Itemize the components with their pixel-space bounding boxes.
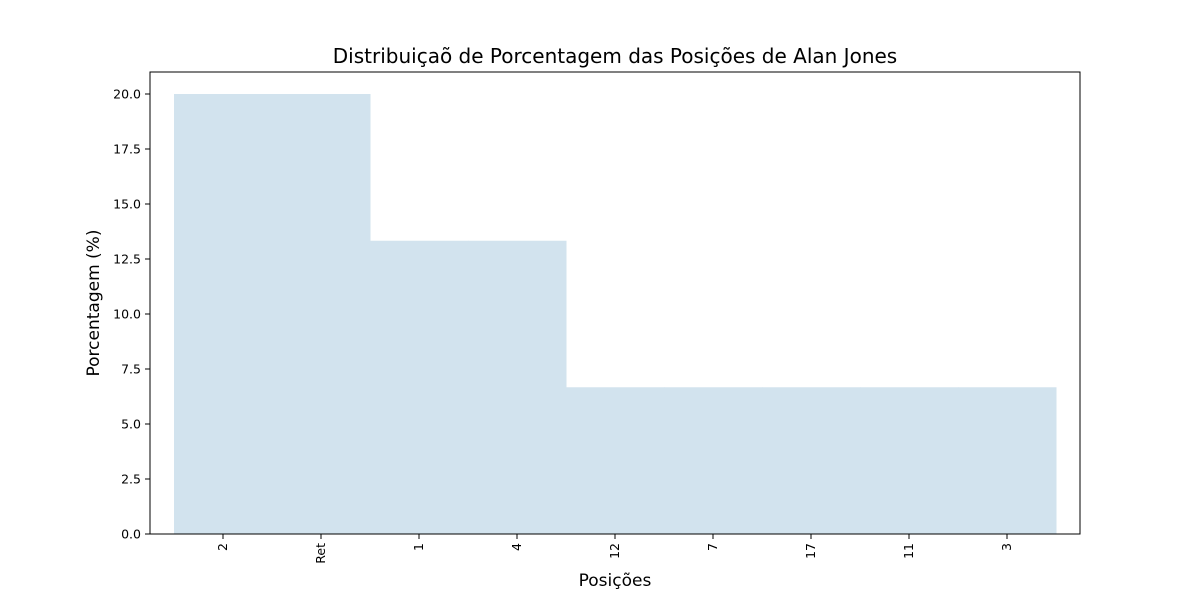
x-tick-label: 17: [803, 543, 818, 559]
bar-2: [174, 94, 273, 534]
y-tick-label: 20.0: [113, 87, 141, 102]
x-tick-label: Ret: [313, 543, 328, 564]
x-tick-label: 11: [901, 543, 916, 559]
bar-17: [762, 387, 861, 534]
bar-ret: [272, 94, 371, 534]
y-tick-label: 12.5: [113, 252, 141, 267]
x-tick-label: 4: [509, 543, 524, 551]
x-tick-label: 12: [607, 543, 622, 559]
y-tick-label: 0.0: [121, 527, 141, 542]
y-tick-label: 2.5: [121, 472, 141, 487]
x-tick-label: 1: [411, 543, 426, 551]
y-tick-label: 17.5: [113, 142, 141, 157]
x-axis-label: Posições: [579, 571, 652, 591]
ticks-layer: 2 Ret 1 4 12 7 17 11 3 0.0 2.5 5.0 7.5 10.0 12.5 15.0 17…: [113, 87, 1014, 564]
chart-title: Distribuiçaõ de Porcentagem das Posições…: [333, 44, 897, 68]
bars-layer: [174, 94, 1057, 535]
bar-4: [468, 240, 567, 535]
y-tick-label: 15.0: [113, 197, 141, 212]
bar-1: [370, 240, 469, 535]
bar-3: [958, 387, 1057, 534]
y-tick-label: 10.0: [113, 307, 141, 322]
plot-frame: [149, 71, 1081, 535]
y-tick-label: 7.5: [121, 362, 141, 377]
bar-11: [860, 387, 959, 534]
x-tick-label: 7: [705, 543, 720, 551]
bar-7: [664, 387, 763, 534]
bar-12: [566, 387, 665, 534]
y-tick-label: 5.0: [121, 417, 141, 432]
x-tick-label: 3: [999, 543, 1014, 551]
x-tick-label: 2: [215, 543, 230, 551]
y-axis-label: Porcentagem (%): [84, 230, 104, 377]
